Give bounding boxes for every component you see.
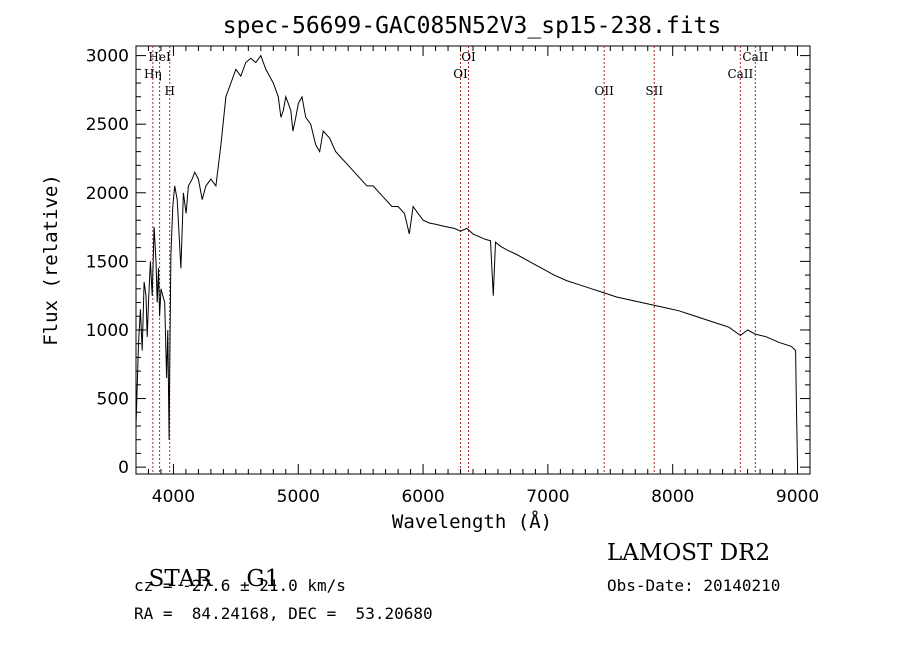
marker-label: SII (645, 84, 663, 98)
axis-ticks: 4000 5000 6000 7000 8000 9000 0 500 1000 1500 2000… (86, 46, 819, 507)
marker-label: OI (461, 50, 476, 64)
survey-name: LAMOST DR2 (607, 540, 771, 566)
marker-label: H (164, 84, 174, 98)
spectrum-line (135, 54, 798, 465)
spectral-line-markers: HeI HηH OI OI OII SII CaII CaII (144, 46, 768, 474)
y-tick-label: 0 (118, 458, 129, 478)
obs-date-text: Obs-Date: 20140210 (607, 576, 781, 595)
marker-label: CaII (727, 67, 753, 81)
y-tick-label: 500 (97, 390, 129, 410)
marker-label: Hη (144, 67, 162, 81)
object-class: STAR (148, 566, 213, 592)
redshift-text: cz = -27.6 ± 21.0 km/s (134, 576, 346, 595)
x-tick-label: 4000 (152, 487, 195, 507)
x-tick-label: 7000 (526, 487, 569, 507)
x-tick-label: 6000 (401, 487, 444, 507)
x-tick-label: 8000 (651, 487, 694, 507)
marker-label: OI (453, 67, 468, 81)
plot-frame (135, 45, 811, 475)
y-tick-label: 1000 (86, 321, 129, 341)
coordinates-text: RA = 84.24168, DEC = 53.20680 (134, 604, 433, 623)
x-tick-label: 5000 (277, 487, 320, 507)
chart-title: spec-56699-GAC085N52V3_sp15-238.fits (223, 13, 722, 39)
y-tick-label: 3000 (86, 47, 129, 67)
y-axis-label: Flux (relative) (40, 174, 62, 346)
marker-label: OII (595, 84, 615, 98)
y-tick-label: 2000 (86, 184, 129, 204)
x-tick-label: 9000 (776, 487, 819, 507)
y-tick-label: 2500 (86, 115, 129, 135)
y-tick-label: 1500 (86, 252, 129, 272)
object-subclass: G1 (246, 566, 280, 592)
marker-label: CaII (742, 50, 768, 64)
x-axis-label: Wavelength (Å) (392, 510, 552, 533)
marker-label: HeI (148, 50, 171, 64)
